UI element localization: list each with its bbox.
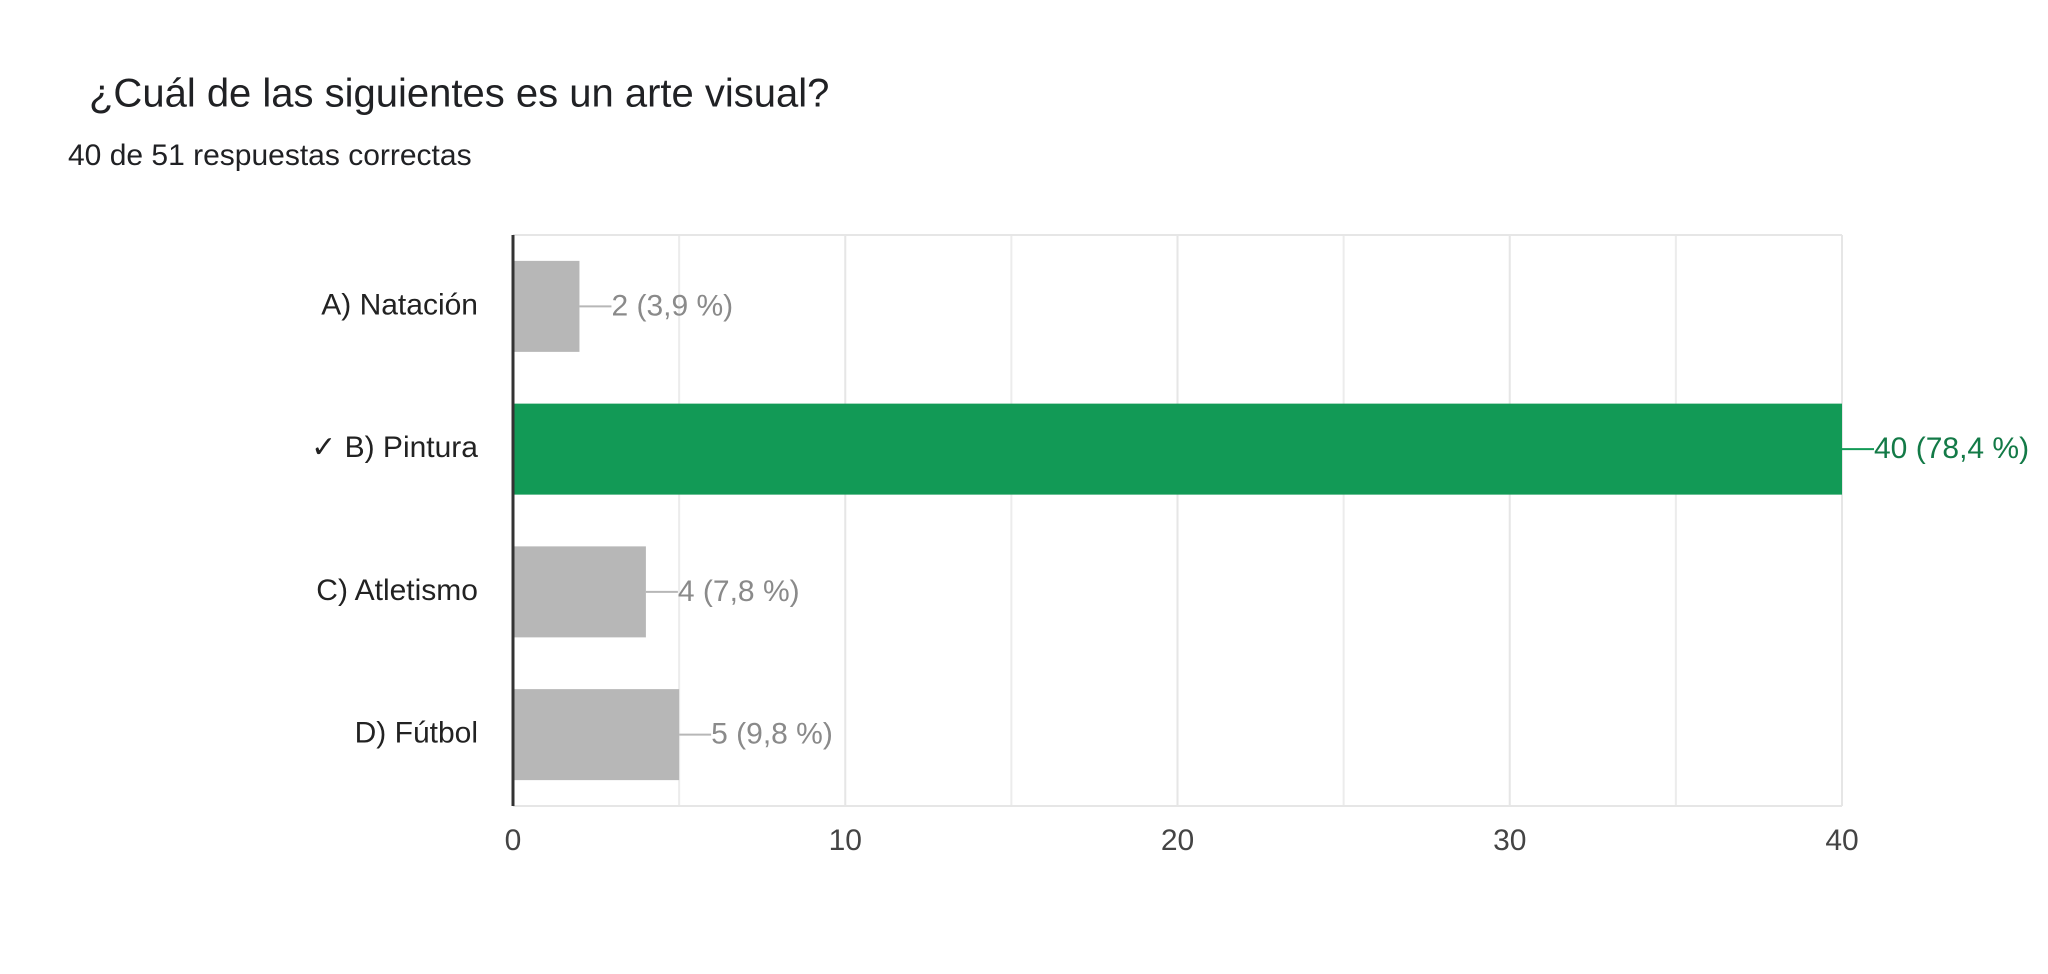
- chart-subtitle: 40 de 51 respuestas correctas: [68, 139, 472, 172]
- data-label: 4 (7,8 %): [678, 575, 800, 608]
- bar: [513, 689, 680, 781]
- y-tick-label: ✓ B) Pintura: [311, 431, 478, 464]
- y-tick-label: A) Natación: [321, 288, 478, 321]
- bar: [513, 260, 580, 352]
- x-tick-label: 30: [1493, 824, 1526, 857]
- data-label: 2 (3,9 %): [611, 289, 733, 322]
- x-tick-label: 10: [829, 824, 862, 857]
- data-label: 5 (9,8 %): [711, 718, 833, 751]
- x-tick-label: 20: [1161, 824, 1194, 857]
- y-tick-label: C) Atletismo: [316, 574, 478, 607]
- bar: [513, 546, 646, 638]
- y-tick-label: D) Fútbol: [355, 717, 478, 750]
- chart-title: ¿Cuál de las siguientes es un arte visua…: [89, 72, 829, 116]
- data-label: 40 (78,4 %): [1874, 432, 2029, 465]
- x-tick-label: 0: [505, 824, 522, 857]
- x-tick-label: 40: [1825, 824, 1858, 857]
- bar: [513, 403, 1842, 495]
